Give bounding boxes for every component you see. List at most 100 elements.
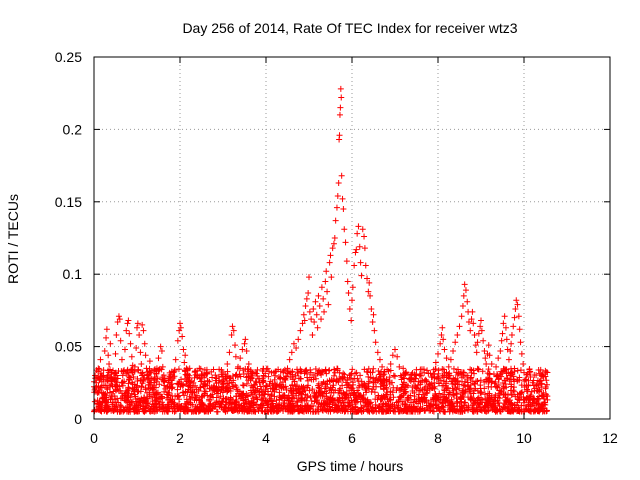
data-point	[422, 384, 429, 391]
chart-title: Day 256 of 2014, Rate Of TEC Index for r…	[182, 20, 517, 36]
data-point	[222, 395, 229, 402]
data-point	[139, 369, 146, 376]
data-point	[342, 239, 349, 246]
data-point	[216, 398, 223, 405]
data-point	[492, 406, 499, 413]
data-point	[432, 401, 439, 408]
data-point	[485, 342, 492, 349]
data-point	[96, 406, 103, 413]
data-point	[289, 394, 296, 401]
data-point	[121, 346, 128, 353]
data-point	[273, 408, 280, 415]
data-point	[150, 389, 157, 396]
data-point	[484, 400, 491, 407]
data-point	[284, 365, 291, 372]
data-point	[181, 392, 188, 399]
data-point	[191, 397, 198, 404]
data-point	[470, 390, 477, 397]
data-point	[282, 375, 289, 382]
data-point	[527, 374, 534, 381]
data-point	[192, 382, 199, 389]
data-point	[334, 396, 341, 403]
data-point	[304, 374, 311, 381]
data-point	[185, 376, 192, 383]
data-point	[439, 324, 446, 331]
data-point	[417, 407, 424, 414]
data-point	[425, 370, 432, 377]
data-point	[231, 406, 238, 413]
data-point	[449, 381, 456, 388]
data-point	[486, 352, 493, 359]
data-point	[391, 402, 398, 409]
data-point	[314, 324, 321, 331]
y-axis-title: ROTI / TECUs	[5, 194, 21, 284]
data-point	[498, 337, 505, 344]
data-point	[196, 397, 203, 404]
data-point	[421, 407, 428, 414]
data-point	[310, 305, 317, 312]
data-point	[283, 386, 290, 393]
data-point	[134, 375, 141, 382]
data-point	[428, 385, 435, 392]
data-point	[368, 388, 375, 395]
data-point	[349, 297, 355, 304]
data-point	[443, 387, 450, 394]
data-point	[313, 398, 320, 405]
data-point	[333, 406, 340, 413]
data-point	[503, 384, 510, 391]
data-point	[398, 374, 405, 381]
data-point	[154, 375, 161, 382]
data-point	[347, 371, 354, 378]
y-tick-label: 0.25	[55, 49, 82, 65]
data-point	[176, 396, 183, 403]
data-point	[376, 404, 383, 411]
data-point	[119, 393, 126, 400]
data-point	[477, 389, 484, 396]
data-point	[107, 389, 114, 396]
data-point	[497, 389, 504, 396]
data-point	[197, 378, 204, 385]
data-point	[523, 387, 530, 394]
data-point	[381, 386, 388, 393]
data-point	[445, 363, 452, 370]
data-point	[424, 389, 431, 396]
data-point	[171, 405, 178, 412]
data-point	[363, 406, 370, 413]
data-point	[427, 407, 434, 414]
data-point	[143, 397, 150, 404]
data-point	[332, 369, 339, 376]
data-point	[366, 279, 373, 286]
data-point	[400, 381, 407, 388]
data-point	[217, 393, 224, 400]
data-point	[120, 406, 127, 413]
data-point	[187, 399, 194, 406]
data-point	[431, 374, 438, 381]
data-point	[187, 384, 194, 391]
data-point	[302, 367, 309, 374]
data-point	[344, 278, 351, 285]
data-point	[355, 377, 362, 384]
data-point	[262, 397, 269, 404]
data-point	[442, 408, 449, 415]
data-point	[174, 393, 181, 400]
data-point	[481, 407, 488, 414]
data-point	[352, 249, 359, 256]
data-point	[142, 396, 149, 403]
data-points	[91, 85, 551, 415]
data-point	[500, 320, 507, 327]
data-point	[384, 389, 391, 396]
data-point	[175, 366, 182, 373]
data-point	[233, 386, 240, 393]
data-point	[191, 369, 198, 376]
data-point	[398, 407, 405, 414]
data-point	[525, 396, 532, 403]
data-point	[153, 391, 160, 398]
data-point	[386, 374, 393, 381]
data-point	[478, 327, 485, 334]
data-point	[475, 330, 482, 337]
data-point	[102, 390, 109, 397]
data-point	[239, 382, 246, 389]
data-point	[267, 378, 274, 385]
data-point	[295, 407, 302, 414]
data-point	[108, 371, 115, 378]
